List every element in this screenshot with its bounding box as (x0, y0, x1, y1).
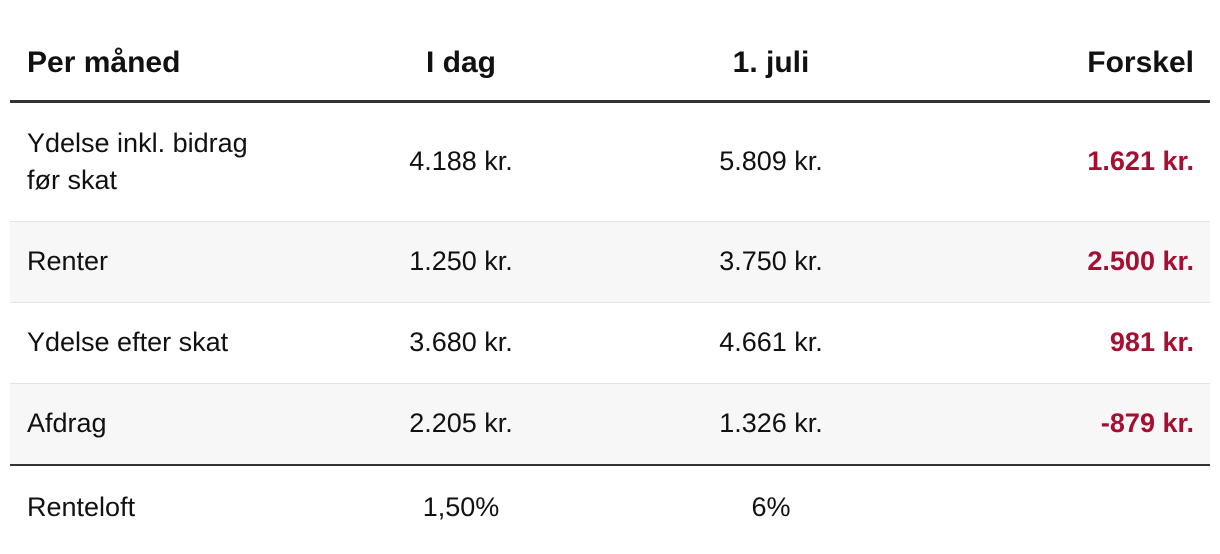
row-label: Ydelse efter skat (10, 302, 310, 384)
row-label: Renter (10, 221, 310, 303)
empty-cell (930, 465, 1210, 550)
row: Ydelse inkl. bidrag før skat 4.188 kr. 5… (10, 101, 1210, 222)
row: Renter 1.250 kr. 3.750 kr. 2.500 kr. (10, 221, 1210, 303)
row: Ydelse efter skat 3.680 kr. 4.661 kr. 98… (10, 302, 1210, 384)
header-cell: Forskel (930, 0, 1210, 103)
header-row: Per måned I dag 1. juli Forskel (10, 0, 1210, 103)
header-cell: I dag (310, 0, 612, 103)
cell: 4.188 kr. (310, 101, 612, 222)
header-cell: 1. juli (612, 0, 930, 103)
cell: 3.750 kr. (612, 221, 930, 303)
cell: 6% (751, 492, 791, 522)
row-label: Ydelse inkl. bidrag før skat (10, 101, 310, 222)
cell: 1.250 kr. (310, 221, 612, 303)
difference-cell: 1.621 kr. (930, 101, 1210, 222)
cell: 4.661 kr. (612, 302, 930, 384)
header-cell: Per måned (10, 0, 310, 103)
cell: 3.680 kr. (310, 302, 612, 384)
difference-cell: 981 kr. (930, 302, 1210, 384)
cell: 2.205 kr. (310, 383, 612, 466)
row-label: Renteloft (27, 492, 136, 522)
cell: 5.809 kr. (612, 101, 930, 222)
comparison-table: Per måned I dag 1. juli Forskel Ydelse i… (10, 0, 1210, 550)
row-label: Afdrag (10, 383, 310, 466)
difference-cell: -879 kr. (930, 383, 1210, 466)
row: Renteloft 1,50% 6% (10, 465, 1210, 550)
row-label-text: Ydelse inkl. bidrag før skat (27, 127, 248, 195)
row: Afdrag 2.205 kr. 1.326 kr. -879 kr. (10, 383, 1210, 466)
difference-cell: 2.500 kr. (930, 221, 1210, 303)
cell: 1.326 kr. (612, 383, 930, 466)
cell: 1,50% (422, 492, 500, 522)
